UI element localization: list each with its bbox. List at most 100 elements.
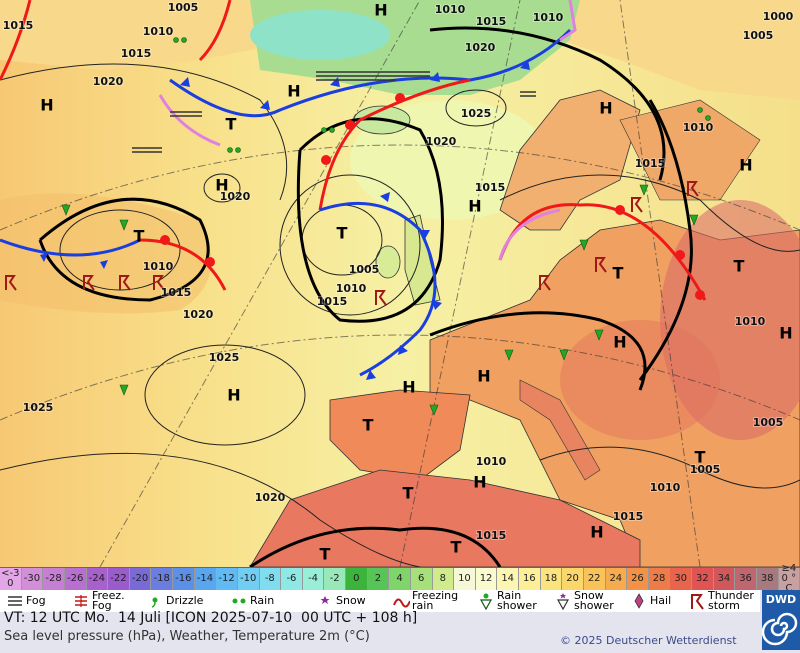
map-subtitle: Sea level pressure (hPa), Weather, Tempe… (4, 629, 370, 644)
scale-cell: -2 (324, 568, 346, 590)
pressure-center: H (779, 324, 792, 343)
scale-cell: -14 (194, 568, 217, 590)
scale-cell: 12 (475, 568, 498, 590)
legend-label: Drizzle (166, 594, 204, 607)
scale-cell: -26 (64, 568, 87, 590)
isobar-label: 1010 (735, 315, 766, 328)
fronts (0, 0, 707, 377)
legend-item: Drizzle (146, 590, 203, 612)
scale-cell: 38 (756, 568, 779, 590)
legend-item: Rain shower (477, 590, 545, 612)
pressure-center: H (468, 197, 481, 216)
scale-cell: 30 (670, 568, 692, 590)
scale-cell: -22 (108, 568, 130, 590)
scale-cell: 26 (627, 568, 649, 590)
legend-item: Rain (230, 590, 274, 612)
isobar-label: 1010 (650, 481, 681, 494)
dwd-logo: DWD (761, 590, 800, 650)
scale-cell: <-30 (0, 568, 22, 590)
scale-cell: 16 (519, 568, 541, 590)
scale-cell: -16 (173, 568, 195, 590)
isobar-label: 1020 (465, 41, 496, 54)
scale-cell: -10 (237, 568, 260, 590)
isobar-label: 1020 (183, 308, 214, 321)
isobar-label: 1020 (93, 75, 124, 88)
scale-cell: -6 (281, 568, 303, 590)
scale-cell: 32 (692, 568, 714, 590)
cold-area (250, 10, 390, 60)
legend-item: Snow (316, 590, 366, 612)
scale-cell: 34 (713, 568, 736, 590)
legend-icon (75, 595, 87, 607)
scale-cell: -18 (151, 568, 173, 590)
isobar-label: 1010 (143, 25, 174, 38)
legend-icon (151, 597, 158, 608)
isobar-label: 1010 (476, 455, 507, 468)
scale-cell: 22 (583, 568, 606, 590)
temperature-scale: <-30 -30 -28 -26 -24 -22 -20 -18 -16 -14 -12 -10 -8-… (0, 564, 800, 594)
isobar-label: 1010 (435, 3, 466, 16)
scale-cell: 8 (432, 568, 455, 590)
hot-area (660, 200, 800, 440)
weather-legend: Fog Freez. Fog Drizzle Rain Snow Freezing rai… (0, 590, 760, 612)
legend-item: Freezing rain (392, 590, 472, 612)
isobar-label: 1015 (317, 295, 348, 308)
pressure-center: T (363, 416, 374, 435)
isobar-label: 1005 (743, 29, 774, 42)
isobar-label: 1015 (3, 19, 34, 32)
isobar-label: 1010 (143, 260, 174, 273)
isobar-label: 1025 (209, 351, 240, 364)
copyright: © 2025 Deutscher Wetterdienst (560, 634, 737, 647)
scale-cell: 2 (367, 568, 390, 590)
scale-cell: 0 (346, 568, 368, 590)
pressure-center: T (134, 227, 145, 246)
scale-cell: -8 (259, 568, 282, 590)
pressure-center: T (451, 538, 462, 557)
legend-label: Thunder storm (708, 589, 754, 612)
pressure-center: T (226, 115, 237, 134)
pressure-center: H (739, 156, 752, 175)
isobar-label: 1005 (690, 463, 721, 476)
scale-cell: -24 (86, 568, 109, 590)
scale-cell: 24 (605, 568, 628, 590)
legend-label: Rain shower (497, 589, 537, 612)
scale-cell: 6 (410, 568, 433, 590)
isobar-label: 1020 (426, 135, 457, 148)
scale-cell: 28 (648, 568, 671, 590)
pressure-center: T (403, 484, 414, 503)
isobar-label: 1005 (349, 263, 380, 276)
logo-text: DWD (765, 593, 797, 606)
scale-cell: 36 (735, 568, 757, 590)
scale-cell: -30 (21, 568, 44, 590)
pressure-center: T (695, 448, 706, 467)
weather-symbols (61, 37, 711, 416)
legend-item: Hail (630, 590, 671, 612)
pressure-center: H (590, 523, 603, 542)
pressure-center: H (477, 367, 490, 386)
isobar-label: 1000 (763, 10, 794, 23)
scale-cell: -4 (302, 568, 325, 590)
pressure-center: H (473, 473, 486, 492)
scale-cell: 14 (497, 568, 519, 590)
isobar-label: 1015 (121, 47, 152, 60)
scale-cell: 4 (389, 568, 411, 590)
valid-time: VT: 12 UTC Mo. 14 Juli [ICON 2025-07-10 … (4, 610, 418, 626)
isobar-label: 1010 (336, 282, 367, 295)
pressure-center: T (613, 264, 624, 283)
legend-item: Fog (6, 590, 46, 612)
africa (249, 469, 641, 567)
legend-label: Hail (650, 594, 672, 607)
logo-spiral (761, 612, 798, 646)
italy (519, 379, 601, 481)
legend-icon (634, 593, 644, 609)
isobar-label: 1025 (461, 107, 492, 120)
isobar-label: 1015 (161, 286, 192, 299)
isobars (0, 63, 800, 567)
scale-cell: 20 (562, 568, 584, 590)
isobar-label: 1015 (613, 510, 644, 523)
scale-cell: 18 (540, 568, 563, 590)
fog-symbols (132, 71, 536, 153)
legend-label: Rain (250, 594, 275, 607)
